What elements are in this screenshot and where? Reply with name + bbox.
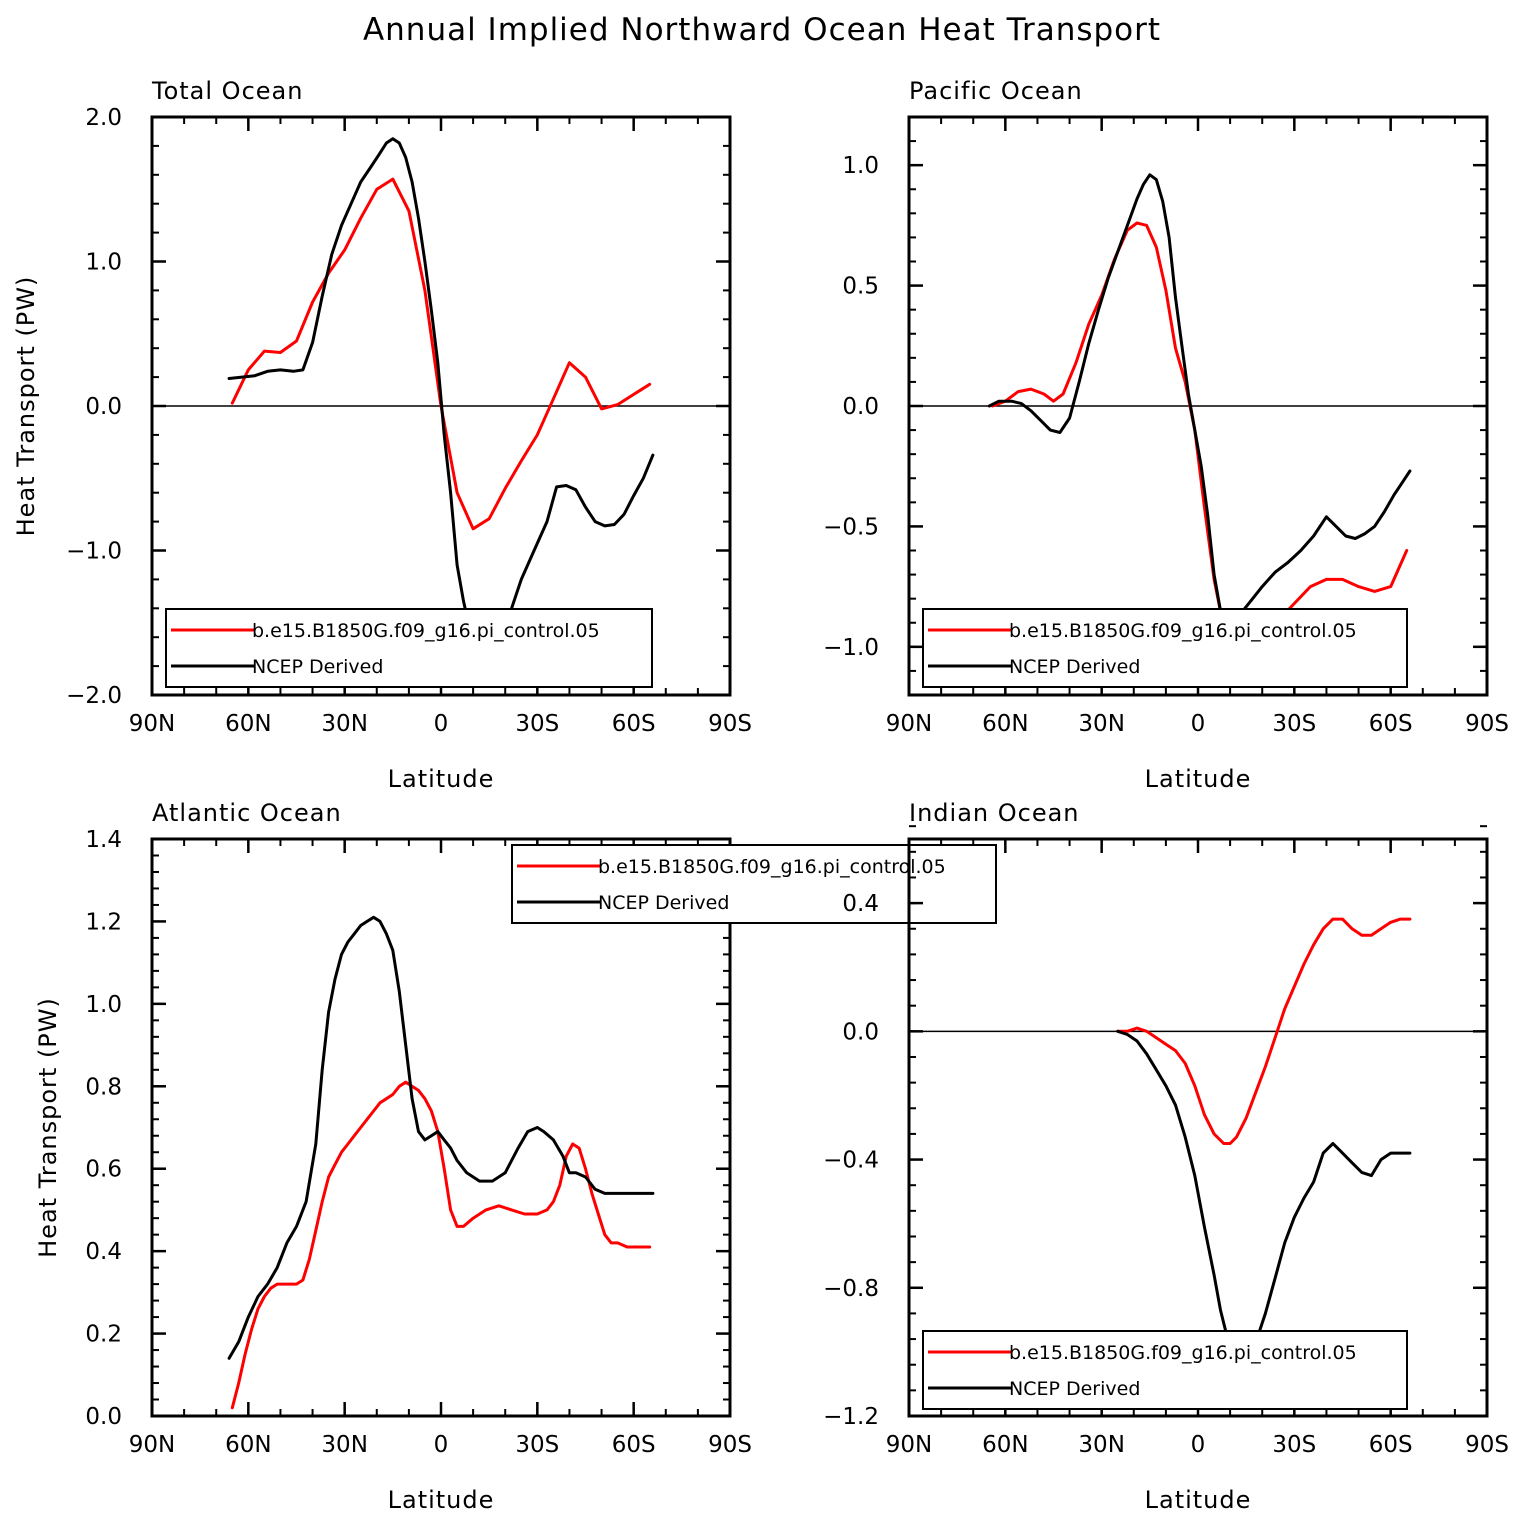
indian-ocean-plot-frame [907,837,1489,1418]
atlantic-ocean-y-tick-label: 1.0 [85,992,122,1018]
atlantic-ocean-legend-label: NCEP Derived [598,892,729,914]
indian-ocean-y-tick-label: −1.2 [823,1404,879,1430]
total-ocean-x-axis-label: Latitude [388,765,495,793]
atlantic-ocean-legend: b.e15.B1850G.f09_g16.pi_control.05 NCEP D… [511,844,997,924]
atlantic-ocean-y-tick-label: 0.2 [85,1322,122,1348]
indian-ocean-legend-label: b.e15.B1850G.f09_g16.pi_control.05 [1009,1342,1357,1364]
total-ocean-ncep-line [227,137,655,651]
pacific-ocean-x-tick-label: 60N [982,711,1028,737]
total-ocean-legend-label: NCEP Derived [252,656,383,678]
indian-ocean-x-tick-label: 60S [1369,1432,1413,1458]
total-ocean-y-tick-label: 2.0 [85,105,122,131]
atlantic-ocean-x-tick-label: 30N [321,1432,367,1458]
total-ocean-y-tick-label: 0.0 [85,394,122,420]
atlantic-ocean-panel-title: Atlantic Ocean [152,799,342,827]
total-ocean-panel-title: Total Ocean [151,77,303,105]
atlantic-ocean-x-tick-label: 0 [434,1432,449,1458]
indian-ocean-legend-label: NCEP Derived [1009,1378,1140,1400]
indian-ocean-x-axis-label: Latitude [1145,1486,1252,1514]
figure-title: Annual Implied Northward Ocean Heat Tran… [362,12,1162,48]
atlantic-ocean-x-tick-label: 90S [708,1432,752,1458]
atlantic-ocean-model-line [230,1080,652,1410]
indian-ocean-panel-title: Indian Ocean [909,799,1080,827]
total-ocean-x-tick-label: 30N [321,711,367,737]
atlantic-ocean-y-axis-label: Heat Transport (PW) [34,997,62,1258]
pacific-ocean-x-axis-label: Latitude [1145,765,1252,793]
pacific-ocean-legend: b.e15.B1850G.f09_g16.pi_control.05 NCEP D… [922,608,1408,688]
total-ocean-model-line [230,177,652,531]
panel-pacific-ocean: Pacific Ocean 90N 60N 30N 0 30S 60S 90S −1.0 −0.5… [823,77,1509,793]
total-ocean-x-tick-label: 90S [708,711,752,737]
pacific-ocean-ncep-line [987,173,1412,627]
pacific-ocean-x-tick-label: 30S [1272,711,1316,737]
pacific-ocean-panel-title: Pacific Ocean [909,77,1083,105]
atlantic-ocean-legend-box [511,844,997,924]
atlantic-ocean-y-tick-label: 0.8 [85,1074,122,1100]
indian-ocean-y-tick-label: 0.0 [842,1019,879,1045]
indian-ocean-x-tick-label: 30S [1272,1432,1316,1458]
total-ocean-x-tick-label: 60S [612,711,656,737]
indian-ocean-x-tick-label: 90S [1465,1432,1509,1458]
indian-ocean-y-tick-label: −0.8 [823,1276,879,1302]
indian-ocean-legend: b.e15.B1850G.f09_g16.pi_control.05 NCEP D… [922,1330,1408,1410]
total-ocean-x-tick-label: 90N [129,711,175,737]
atlantic-ocean-y-tick-label: 1.4 [85,827,122,853]
atlantic-ocean-x-tick-label: 60S [612,1432,656,1458]
pacific-ocean-model-line [991,221,1409,651]
indian-ocean-legend-box [922,1330,1408,1410]
panel-indian-ocean: Indian Ocean 90N 60N 30N 0 30S 60S 90S −1.2 −0.8 −… [823,799,1509,1514]
panel-atlantic-ocean: Atlantic Ocean 90N 60N 30N 0 30S 60S 90S 0.0 0.2 0… [34,799,997,1514]
atlantic-ocean-legend-label: b.e15.B1850G.f09_g16.pi_control.05 [598,856,946,878]
panel-total-ocean: Total Ocean 90N 60N 30N 0 30S 60S 90S −2.0 −1.0 0.… [12,77,752,793]
total-ocean-y-tick-label: −1.0 [66,539,122,565]
atlantic-ocean-y-tick-label: 0.0 [85,1404,122,1430]
indian-ocean-y-tick-label: 0.4 [842,891,879,917]
total-ocean-legend-box [165,608,653,688]
indian-ocean-x-tick-label: 60N [982,1432,1028,1458]
pacific-ocean-legend-box [922,608,1408,688]
atlantic-ocean-y-tick-label: 0.4 [85,1239,122,1265]
atlantic-ocean-plot-frame [150,837,732,1418]
atlantic-ocean-ncep-line [227,915,655,1360]
indian-ocean-model-line [1116,917,1412,1145]
atlantic-ocean-y-tick-label: 1.2 [85,909,122,935]
pacific-ocean-y-tick-label: −0.5 [823,514,879,540]
atlantic-ocean-x-tick-label: 90N [129,1432,175,1458]
pacific-ocean-legend-label: b.e15.B1850G.f09_g16.pi_control.05 [1009,620,1357,642]
pacific-ocean-y-tick-label: 0.5 [842,274,879,300]
indian-ocean-x-tick-label: 90N [886,1432,932,1458]
total-ocean-x-tick-label: 30S [515,711,559,737]
indian-ocean-ncep-line [1116,1029,1412,1370]
total-ocean-legend-label: b.e15.B1850G.f09_g16.pi_control.05 [252,620,600,642]
total-ocean-x-tick-label: 60N [225,711,271,737]
pacific-ocean-x-tick-label: 90N [886,711,932,737]
total-ocean-x-tick-label: 0 [434,711,449,737]
atlantic-ocean-x-axis-label: Latitude [388,1486,495,1514]
total-ocean-y-tick-label: −2.0 [66,683,122,709]
indian-ocean-x-tick-label: 30N [1078,1432,1124,1458]
pacific-ocean-y-tick-label: −1.0 [823,635,879,661]
pacific-ocean-x-tick-label: 90S [1465,711,1509,737]
atlantic-ocean-x-tick-label: 60N [225,1432,271,1458]
pacific-ocean-y-tick-label: 1.0 [842,153,879,179]
pacific-ocean-legend-label: NCEP Derived [1009,656,1140,678]
atlantic-ocean-x-tick-label: 30S [515,1432,559,1458]
total-ocean-y-tick-label: 1.0 [85,250,122,276]
indian-ocean-x-tick-label: 0 [1191,1432,1206,1458]
pacific-ocean-x-tick-label: 0 [1191,711,1206,737]
total-ocean-legend: b.e15.B1850G.f09_g16.pi_control.05 NCEP D… [165,608,653,688]
pacific-ocean-x-tick-label: 60S [1369,711,1413,737]
pacific-ocean-x-tick-label: 30N [1078,711,1124,737]
indian-ocean-y-tick-label: −0.4 [823,1148,879,1174]
total-ocean-y-axis-label: Heat Transport (PW) [12,276,40,537]
pacific-ocean-y-tick-label: 0.0 [842,394,879,420]
atlantic-ocean-y-tick-label: 0.6 [85,1157,122,1183]
